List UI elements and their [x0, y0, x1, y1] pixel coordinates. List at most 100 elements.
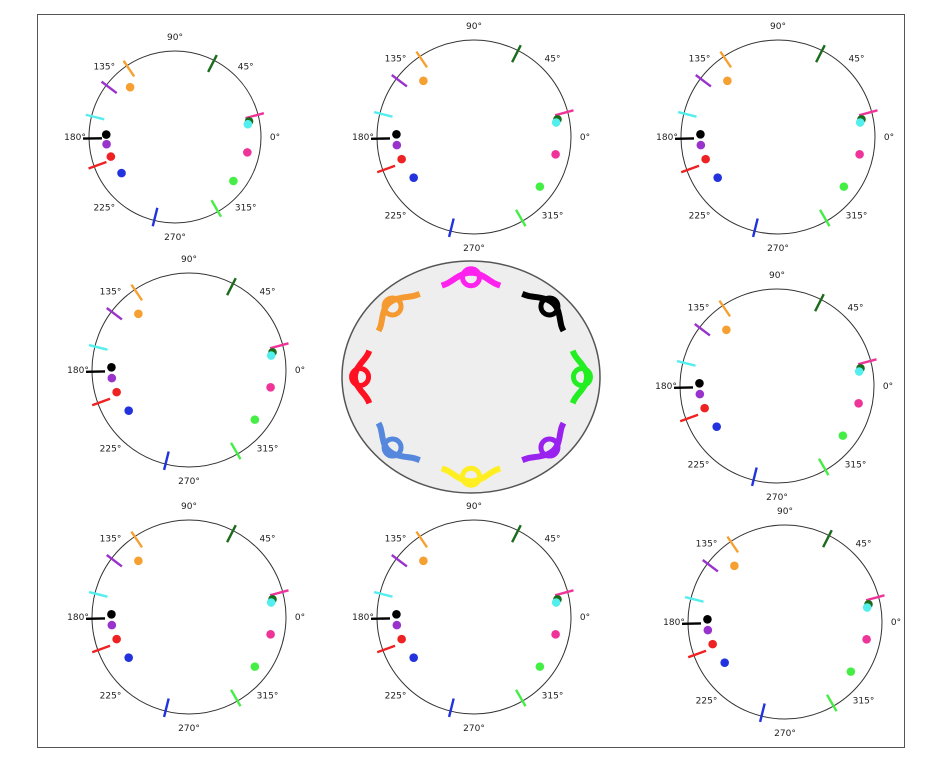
data-point [409, 173, 418, 182]
angle-label: 0° [884, 133, 894, 143]
polar-plot-middle-right: 0°45°90°135°180°225°270°315° [655, 271, 893, 503]
boundary-tick [131, 532, 142, 548]
angle-label: 45° [848, 304, 864, 314]
polar-plot-top-middle: 0°45°90°135°180°225°270°315° [352, 22, 590, 254]
data-point [102, 130, 111, 139]
data-point [409, 653, 418, 662]
data-point [126, 83, 135, 92]
boundary-tick [727, 537, 738, 553]
angle-label: 315° [542, 211, 564, 221]
data-point [697, 141, 706, 150]
data-point [552, 118, 561, 127]
angle-label: 45° [545, 535, 561, 545]
angle-label: 270° [178, 477, 200, 487]
angle-label: 315° [853, 696, 875, 706]
data-point [107, 152, 116, 161]
boundary-tick [858, 359, 876, 364]
polar-outline [92, 520, 286, 714]
center-oval [342, 261, 600, 493]
angle-label: 225° [100, 691, 122, 701]
angle-label: 90° [466, 22, 482, 32]
boundary-tick [449, 699, 454, 717]
angle-label: 135° [93, 62, 115, 72]
boundary-tick [753, 219, 758, 237]
angle-label: 90° [167, 33, 183, 43]
angle-label: 90° [770, 22, 786, 32]
boundary-tick [815, 294, 824, 311]
angle-label: 270° [774, 729, 796, 739]
angle-label: 315° [257, 691, 279, 701]
polar-plot-middle-left: 0° 45° 90° 135° 180° 225° 270° 315° [67, 255, 305, 487]
polar-plot-bottom-middle: 0° 45° 90° 135° 180° 225° 270° 315° [352, 502, 590, 734]
polar-outline [377, 40, 571, 234]
angle-label: 90° [466, 502, 482, 512]
angle-label: 45° [260, 535, 276, 545]
data-point [251, 662, 260, 671]
data-point [108, 374, 117, 383]
angle-label: 45° [856, 540, 872, 550]
boundary-tick [416, 52, 427, 68]
angle-label: 315° [846, 211, 868, 221]
angle-label: 135° [696, 540, 718, 550]
data-point [266, 630, 275, 639]
boundary-tick [681, 166, 699, 172]
data-point [854, 399, 863, 408]
boundary-tick [859, 110, 877, 115]
data-point [397, 635, 406, 644]
angle-label: 135° [100, 535, 122, 545]
data-point [419, 76, 428, 85]
boundary-tick [131, 285, 142, 301]
angle-label: 270° [178, 724, 200, 734]
data-point [229, 177, 238, 186]
data-point [134, 309, 143, 318]
polar-plot-top-left: 0°45°90°135°180°225°270°315° [64, 33, 280, 243]
boundary-tick [102, 82, 117, 93]
angle-label: 270° [767, 244, 789, 254]
data-point [703, 615, 712, 624]
angle-label: 0° [580, 613, 590, 623]
angle-label: 225° [385, 691, 407, 701]
data-point [840, 182, 849, 191]
data-point [847, 667, 856, 676]
angle-label: 135° [688, 304, 710, 314]
angle-label: 90° [181, 255, 197, 265]
angle-label: 180° [656, 133, 678, 143]
angle-label: 45° [238, 62, 254, 72]
data-point [696, 390, 705, 399]
center-oval-group [342, 261, 600, 493]
boundary-tick [555, 110, 573, 115]
boundary-tick [377, 646, 395, 652]
boundary-tick [270, 590, 288, 595]
data-point [112, 388, 121, 397]
boundary-tick [153, 208, 158, 226]
data-point [855, 150, 864, 159]
data-point [419, 556, 428, 565]
angle-label: 180° [655, 382, 677, 392]
angle-label: 135° [100, 288, 122, 298]
boundary-tick [89, 592, 107, 597]
angle-label: 0° [295, 366, 305, 376]
data-point [267, 598, 276, 607]
boundary-tick [377, 166, 395, 172]
boundary-tick [720, 52, 731, 68]
angle-label: 90° [777, 507, 793, 517]
boundary-tick [92, 646, 110, 652]
boundary-tick [227, 525, 236, 542]
data-point [392, 130, 401, 139]
boundary-tick [555, 590, 573, 595]
angle-label: 180° [352, 613, 374, 623]
angle-label: 315° [235, 204, 257, 214]
boundary-tick [270, 343, 288, 348]
data-point [393, 621, 402, 630]
polar-outline [680, 289, 874, 483]
data-point [124, 406, 133, 415]
data-point [862, 635, 871, 644]
polar-outline [92, 273, 286, 467]
data-point [112, 635, 121, 644]
boundary-tick [107, 555, 122, 566]
data-point [551, 630, 560, 639]
angle-label: 0° [295, 613, 305, 623]
angle-label: 225° [689, 211, 711, 221]
angle-label: 180° [352, 133, 374, 143]
